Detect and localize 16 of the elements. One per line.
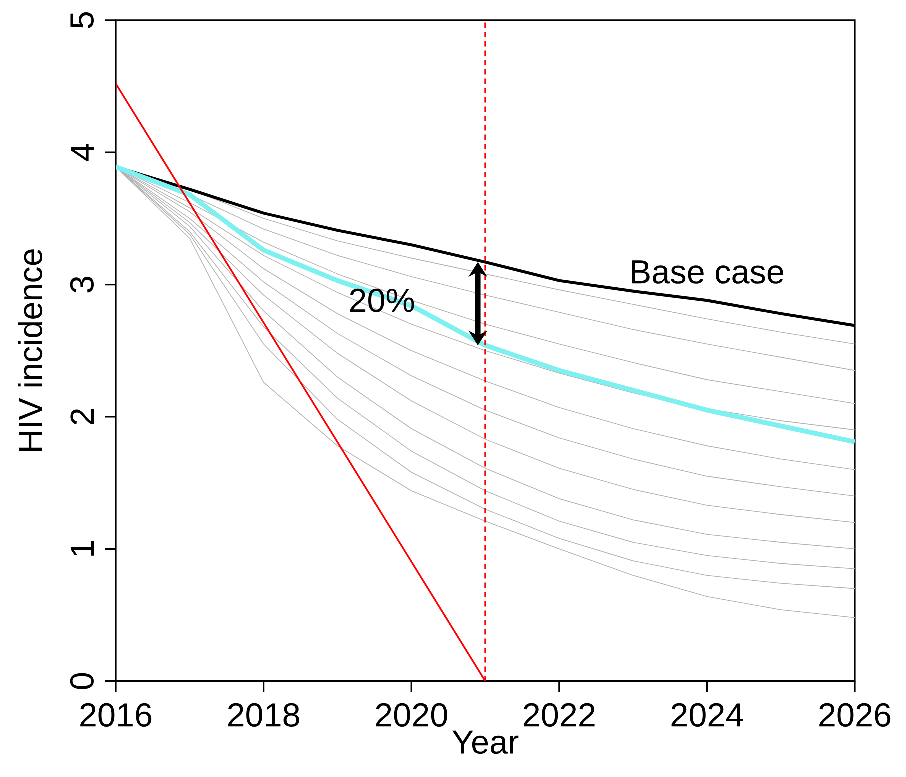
- y-tick-label: 1: [71, 541, 94, 556]
- x-tick-label: 2020: [376, 703, 448, 727]
- y-tick-label: 0: [70, 673, 94, 690]
- x-tick-label: 2026: [820, 703, 891, 727]
- y-tick-label: 5: [70, 12, 94, 28]
- y-axis-title: HIV incidence: [18, 249, 43, 451]
- y-tick-label: 4: [71, 144, 94, 161]
- y-tick-label: 2: [70, 409, 94, 424]
- x-tick-label: 2022: [524, 703, 595, 727]
- x-tick-label: 2024: [672, 703, 744, 727]
- x-tick-label: 2018: [228, 703, 300, 727]
- x-tick-label: 2016: [80, 703, 152, 727]
- series-label: Base case: [632, 260, 784, 284]
- x-axis-title: Year: [452, 730, 519, 754]
- annotation: 20%: [350, 288, 414, 312]
- y-tick-label: 3: [70, 276, 94, 293]
